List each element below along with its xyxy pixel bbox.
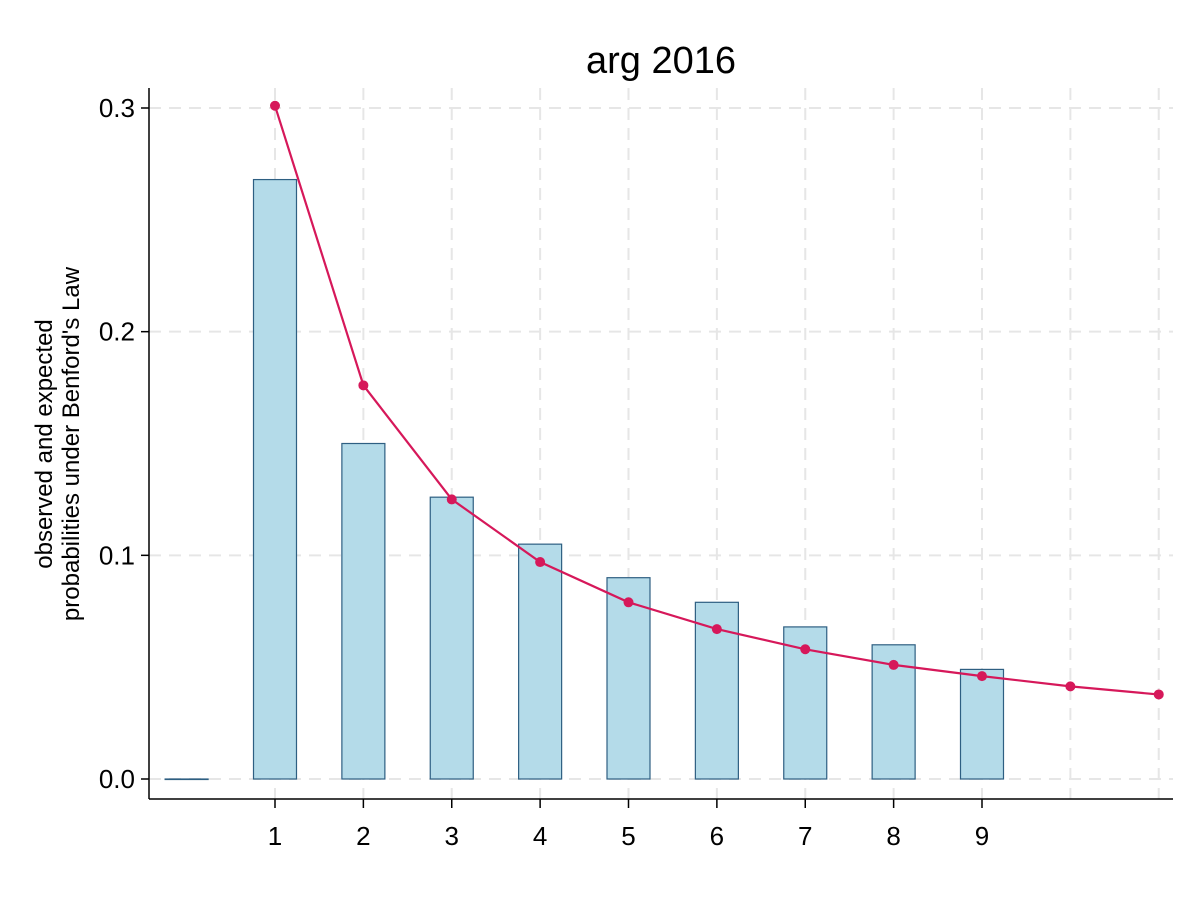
- expected-point-3: [446, 494, 457, 505]
- bar-digit-3: [429, 496, 474, 780]
- y-axis-label-line2: probabilities under Benford's Law: [58, 266, 85, 621]
- expected-point-7: [800, 644, 811, 655]
- bar-digit-5: [606, 577, 651, 780]
- axis-layer: [148, 88, 1173, 800]
- x-tick-label-6: 7: [798, 821, 812, 851]
- expected-point-2: [358, 380, 369, 391]
- bar-digit-4: [518, 543, 563, 780]
- x-tick-label-7: 8: [886, 821, 900, 851]
- x-tick-label-5: 6: [710, 821, 724, 851]
- x-tick-label-8: 9: [975, 821, 989, 851]
- expected-point-4: [535, 557, 546, 568]
- expected-point-11: [1153, 689, 1164, 700]
- bar-digit-0: [164, 778, 209, 781]
- bar-layer: [164, 178, 1005, 781]
- expected-point-10: [1065, 681, 1076, 692]
- expected-point-9: [977, 671, 987, 682]
- chart-title: arg 2016: [586, 40, 736, 82]
- expected-point-5: [623, 597, 634, 608]
- x-tick-label-4: 5: [621, 821, 635, 851]
- bar-digit-9: [959, 668, 1005, 780]
- x-tick-label-0: 1: [268, 821, 282, 851]
- tick-layer: 0.0 0.1 0.2 0.3 1 2 3 4 5 6 7 8 9: [99, 93, 989, 851]
- x-tick-label-1: 2: [356, 821, 370, 851]
- expected-point-1: [270, 100, 280, 111]
- y-axis-label-line1: observed and expected: [31, 319, 58, 569]
- y-tick-label-0: 0.0: [99, 764, 135, 794]
- expected-point-8: [888, 659, 899, 670]
- y-tick-label-3: 0.3: [99, 93, 135, 123]
- expected-point-6: [711, 624, 722, 635]
- y-tick-label-1: 0.1: [99, 540, 135, 570]
- grid-layer: [149, 88, 1173, 799]
- x-tick-label-3: 4: [533, 821, 547, 851]
- y-tick-label-2: 0.2: [99, 317, 135, 347]
- bar-digit-2: [341, 442, 386, 780]
- bar-digit-1: [252, 178, 298, 780]
- expected-line-layer: [270, 100, 1164, 700]
- x-tick-label-2: 3: [445, 821, 459, 851]
